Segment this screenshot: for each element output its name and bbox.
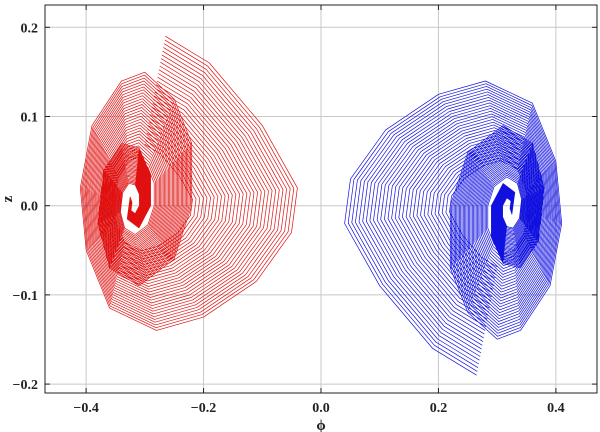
y-tick-label: −0.2 [13, 378, 38, 393]
y-axis-label: z [0, 195, 16, 202]
x-axis-label: ϕ [316, 418, 325, 432]
y-tick-label: −0.1 [13, 289, 38, 304]
x-tick-label: 0.0 [312, 401, 330, 416]
y-tick-label: 0.1 [21, 110, 39, 125]
x-tick-label: 0.2 [430, 401, 448, 416]
x-tick-label: −0.2 [191, 401, 216, 416]
y-tick-label: 0.0 [21, 200, 39, 215]
y-tick-label: 0.2 [21, 21, 39, 36]
red-spiral-series [79, 35, 298, 331]
blue-spiral-series [344, 80, 563, 376]
x-tick-label: −0.4 [73, 401, 98, 416]
series-layer [79, 35, 563, 376]
x-tick-label: 0.4 [547, 401, 565, 416]
axis-ticks: −0.4 −0.2 0.0 0.2 0.4 −0.2 −0.1 0.0 0.1 0.2 [13, 5, 597, 416]
